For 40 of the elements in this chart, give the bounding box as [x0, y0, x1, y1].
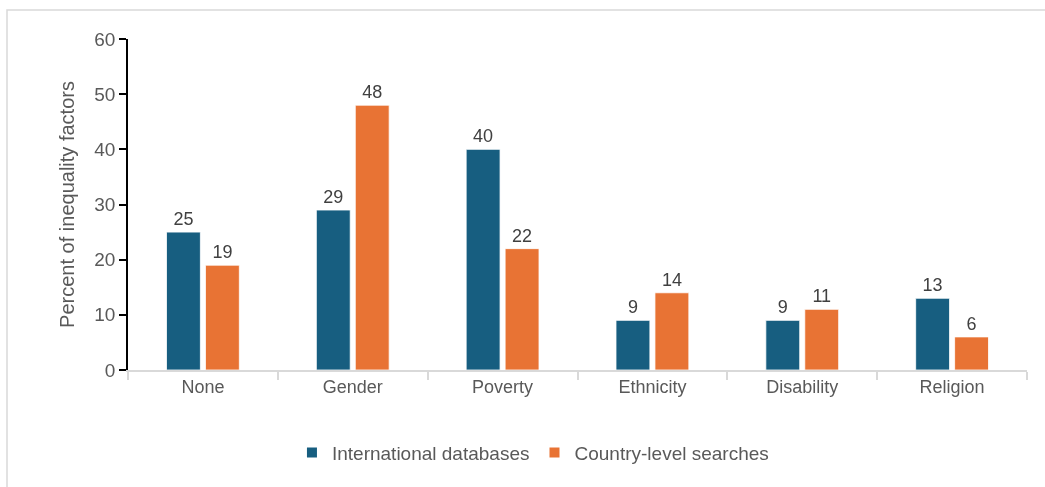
data-label: 40 — [473, 126, 494, 147]
y-tick-label: 60 — [94, 28, 116, 50]
data-label: 9 — [777, 297, 788, 318]
x-tick-label: Religion — [919, 377, 985, 398]
y-tick-label: 30 — [94, 194, 116, 216]
bar — [915, 297, 950, 370]
x-tick-label: Gender — [322, 377, 383, 398]
bar — [504, 248, 540, 370]
bar — [954, 336, 989, 370]
bar — [205, 264, 240, 370]
y-tick-label: 20 — [94, 249, 116, 271]
bar — [354, 104, 390, 370]
y-tick-label: 0 — [104, 359, 116, 381]
bar — [654, 292, 690, 370]
bar — [765, 319, 801, 370]
data-label: 19 — [212, 242, 233, 263]
y-tick-label: 40 — [94, 138, 116, 160]
data-label: 9 — [627, 297, 638, 318]
data-label: 6 — [966, 313, 977, 334]
data-label: 14 — [661, 269, 682, 290]
bar — [166, 231, 201, 370]
x-tick-label: None — [181, 377, 225, 398]
bar — [615, 319, 651, 370]
data-label: 25 — [173, 209, 194, 230]
data-label: 29 — [323, 187, 344, 208]
x-tick-label: Ethnicity — [618, 377, 687, 398]
data-label: 48 — [362, 82, 383, 103]
x-tick-label: Poverty — [472, 377, 534, 398]
bar — [804, 308, 840, 370]
bar — [465, 148, 501, 370]
data-label: 22 — [512, 225, 533, 246]
y-tick-label: 50 — [94, 83, 116, 105]
legend-label: Country-level searches — [574, 443, 769, 465]
data-label: 13 — [922, 275, 943, 296]
legend-label: International databases — [331, 443, 530, 465]
y-tick-label: 10 — [94, 304, 116, 326]
bar — [315, 209, 351, 370]
x-tick-label: Disability — [766, 377, 839, 398]
y-axis-title: Percent of inequality factors — [56, 81, 79, 328]
data-label: 11 — [812, 286, 832, 307]
